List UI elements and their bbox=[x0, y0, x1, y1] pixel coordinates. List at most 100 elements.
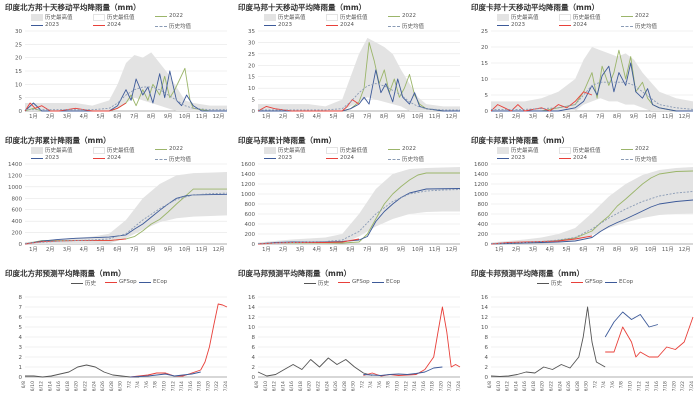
x-tick-label: 6月 bbox=[346, 246, 355, 253]
historic-range-band bbox=[25, 52, 227, 111]
x-tick-label: 6月 bbox=[579, 246, 588, 253]
legend-swatch bbox=[93, 24, 105, 26]
x-tick-label: 10月 bbox=[645, 113, 657, 120]
legend-swatch bbox=[155, 148, 167, 150]
x-tick-label: 4月 bbox=[313, 113, 322, 120]
y-tick-label: 5 bbox=[19, 96, 23, 102]
x-tick-label: 6/26 bbox=[566, 381, 572, 391]
x-tick-label: 2月 bbox=[46, 113, 55, 120]
y-tick-label: 2 bbox=[252, 365, 256, 371]
legend-swatch bbox=[388, 148, 400, 150]
legend-label: 历史最低值 bbox=[107, 148, 135, 154]
legend-swatch bbox=[338, 281, 350, 283]
legend-item: 历史均值 bbox=[621, 155, 657, 163]
legend-label: 历史最高值 bbox=[45, 148, 73, 154]
chart-plot: 0 200 400 600 800 1000 1200 1400 1600 1月 2月 3月 4月 5月 6… bbox=[474, 162, 694, 253]
legend-item: 历史最低值 bbox=[93, 13, 135, 21]
chart-plot: 0 1 2 3 4 5 6 7 8 6/8 6/10 6/12 6/14 6/16 6/18 6/20 6/22… bbox=[19, 295, 230, 391]
chart-panel: 印度北方邦预测平均降雨量（mm） 历史 GFSop ECop 0 1 2 3 4 5 6 7 8 6/8 6… bbox=[1, 267, 234, 400]
x-tick-label: 6/28 bbox=[342, 381, 348, 391]
x-tick-label: 12月 bbox=[679, 113, 691, 120]
legend-label: 2023 bbox=[45, 155, 59, 161]
legend-label: 历史均值 bbox=[169, 157, 192, 163]
legend-label: 历史最高值 bbox=[278, 15, 306, 21]
chart-panel: 印度卡邦累计降雨量（mm） 历史最高值 历史最低值 2022 2023 2024 历史均值 0… bbox=[467, 134, 700, 267]
x-tick-label: 5月 bbox=[330, 113, 339, 120]
x-tick-label: 2月 bbox=[279, 113, 288, 120]
x-tick-label: 7/8 bbox=[619, 381, 625, 388]
x-tick-label: 6/26 bbox=[333, 381, 339, 391]
legend-swatch bbox=[621, 158, 633, 160]
chart-panel: 印度北方邦累计降雨量（mm） 历史最高值 历史最低值 2022 2023 2024 历史均值… bbox=[1, 134, 234, 267]
x-tick-label: 6/28 bbox=[109, 381, 115, 391]
legend-item: 2023 bbox=[497, 155, 525, 161]
y-tick-label: 1200 bbox=[241, 182, 255, 188]
y-tick-label: 8 bbox=[485, 335, 489, 341]
legend-item: 历史最高值 bbox=[497, 146, 539, 154]
legend-swatch bbox=[71, 282, 83, 284]
legend-item: 历史最高值 bbox=[31, 13, 73, 21]
y-tick-label: 200 bbox=[245, 232, 256, 238]
x-tick-label: 4月 bbox=[80, 113, 89, 120]
y-tick-label: 16 bbox=[481, 295, 488, 301]
chart-title: 印度马邦累计降雨量（mm） bbox=[238, 136, 337, 145]
legend-item: 2023 bbox=[31, 22, 59, 28]
x-tick-label: 7月 bbox=[363, 113, 372, 120]
legend-label: 历史最低值 bbox=[340, 148, 368, 154]
x-tick-label: 10月 bbox=[645, 246, 657, 253]
legend-swatch bbox=[388, 25, 400, 27]
x-tick-label: 7/12 bbox=[636, 381, 642, 391]
series-line-avg bbox=[257, 189, 461, 244]
legend-item: GFSop bbox=[338, 279, 370, 285]
x-tick-label: 5月 bbox=[97, 113, 106, 120]
legend-label: 历史最高值 bbox=[45, 15, 73, 21]
historic-range-band bbox=[491, 47, 693, 111]
chart-plot: 0 2 4 6 8 10 12 14 16 6/8 6/10 6/12 6/14 6/16 6/18 6/20… bbox=[481, 295, 695, 391]
legend-swatch bbox=[621, 15, 633, 17]
y-tick-label: 0 bbox=[485, 242, 489, 248]
chart-panel: 印度马邦预测平均降雨量（mm） 历史 GFSop ECop 0 2 4 6 8 10 12 14 16 6… bbox=[234, 267, 467, 400]
legend-swatch bbox=[155, 158, 167, 160]
x-tick-label: 3月 bbox=[529, 246, 538, 253]
legend-item: 历史最低值 bbox=[559, 13, 601, 21]
x-tick-label: 12月 bbox=[446, 246, 458, 253]
legend-label: ECop bbox=[386, 279, 401, 285]
legend-label: 2022 bbox=[169, 146, 183, 152]
x-tick-label: 4月 bbox=[546, 113, 555, 120]
legend-item: 2022 bbox=[621, 13, 649, 19]
x-tick-label: 7/6 bbox=[377, 381, 383, 388]
x-tick-label: 1月 bbox=[29, 246, 38, 253]
x-tick-label: 3月 bbox=[63, 246, 72, 253]
x-tick-label: 7/6 bbox=[610, 381, 616, 388]
y-tick-label: 3 bbox=[19, 345, 23, 351]
legend-swatch bbox=[31, 13, 43, 21]
x-tick-label: 8月 bbox=[380, 113, 389, 120]
x-tick-label: 6/16 bbox=[289, 381, 295, 391]
series-line-gfsop bbox=[363, 306, 461, 377]
legend-swatch bbox=[264, 146, 276, 154]
legend-item: 历史最低值 bbox=[326, 13, 368, 21]
chart-plot: 0 5 10 15 20 25 30 1月 2月 3月 4月 5月 6月 7月 8月 9月 10月 11月 12月 bbox=[15, 29, 227, 120]
legend-swatch bbox=[264, 157, 276, 159]
legend-item: 2024 bbox=[326, 22, 354, 28]
legend-item: 2024 bbox=[93, 155, 121, 161]
legend-item: 历史最高值 bbox=[264, 146, 306, 154]
legend-item: 2024 bbox=[559, 155, 587, 161]
y-tick-label: 10 bbox=[481, 325, 488, 331]
legend-label: 2022 bbox=[169, 13, 183, 19]
x-tick-label: 6/12 bbox=[272, 381, 278, 391]
x-tick-label: 10月 bbox=[412, 113, 424, 120]
chart-title: 印度卡邦累计降雨量（mm） bbox=[471, 136, 570, 145]
x-tick-label: 4月 bbox=[546, 246, 555, 253]
x-tick-label: 9月 bbox=[630, 246, 639, 253]
legend-label: 2024 bbox=[107, 155, 121, 161]
x-tick-label: 11月 bbox=[662, 246, 674, 253]
x-tick-label: 1月 bbox=[495, 246, 504, 253]
series-line-ecop bbox=[363, 366, 443, 376]
y-tick-label: 5 bbox=[485, 93, 489, 99]
legend-label: 历史均值 bbox=[402, 24, 425, 30]
x-tick-label: 5月 bbox=[563, 246, 572, 253]
y-tick-label: 14 bbox=[248, 305, 255, 311]
x-tick-label: 7/20 bbox=[205, 381, 211, 391]
y-tick-label: 15 bbox=[15, 69, 22, 75]
